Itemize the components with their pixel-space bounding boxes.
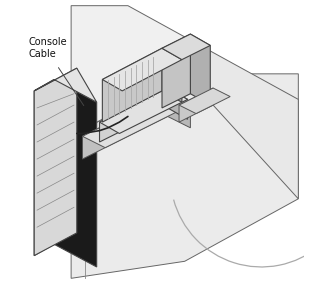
Polygon shape [162, 34, 210, 60]
Polygon shape [83, 94, 191, 148]
Polygon shape [102, 48, 162, 122]
Polygon shape [168, 88, 188, 119]
Polygon shape [99, 88, 188, 133]
Polygon shape [99, 88, 168, 142]
Polygon shape [179, 88, 230, 114]
Polygon shape [54, 80, 97, 267]
Polygon shape [83, 94, 168, 159]
Polygon shape [179, 88, 213, 122]
Polygon shape [34, 68, 97, 102]
Polygon shape [71, 74, 298, 278]
Polygon shape [162, 34, 191, 108]
Polygon shape [34, 80, 54, 256]
Polygon shape [168, 94, 191, 128]
Polygon shape [71, 6, 185, 136]
Polygon shape [34, 68, 77, 256]
Text: Console
Cable: Console Cable [29, 37, 67, 59]
Polygon shape [185, 37, 298, 199]
Polygon shape [102, 48, 182, 91]
Polygon shape [162, 48, 182, 102]
Polygon shape [191, 34, 210, 105]
